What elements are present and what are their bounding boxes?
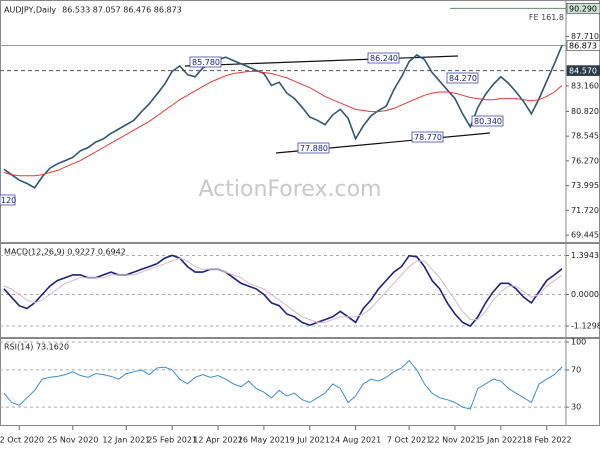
annotation-box [471,115,504,127]
series-line [3,254,563,328]
annotation-box [446,72,479,84]
y-tick-label: 73.995 [571,181,599,190]
annotation-label: 77.880 [300,144,328,153]
y-tick-label: -1.1298 [571,322,600,331]
level-box [566,40,600,51]
y-tick-label: 83.160 [571,81,599,90]
x-tick-label: 5 Jan 2022 [479,436,522,445]
annotation-label: 85.780 [192,58,220,67]
y-tick-label: 76.270 [571,156,599,165]
y-tick-label: 78.545 [571,132,599,141]
y-tick-label: 100 [571,338,586,347]
annotation-box [367,52,400,64]
x-tick-label: 25 Nov 2020 [47,436,98,445]
x-tick-label: 12 Oct 2020 [0,436,44,445]
annotation-label: 120 [1,196,16,205]
y-tick-label: 69.445 [571,231,599,240]
level-box [566,65,600,76]
watermark: ActionForex.com [199,177,382,202]
annotation-label: 80.340 [474,117,502,126]
annotation-label: 84.270 [449,74,477,83]
panel-frame [0,0,600,244]
level-label: 86.873 [569,42,597,51]
annotation-box [411,131,444,143]
y-tick-label: 71.720 [571,206,599,215]
x-tick-label: 24 Aug 2021 [330,436,381,445]
y-tick-label: 0.0000 [571,290,599,299]
panel-subtitle: 86.533 87.057 86.476 86.873 [62,6,182,15]
y-tick-label: 1.3943 [571,251,599,260]
y-tick-label: 70 [571,365,581,374]
level-label: 90.290 [569,4,597,13]
level-label: 84.570 [569,67,597,76]
y-tick-label: 87.710 [571,32,599,41]
y-tick-label: 80.820 [571,107,599,116]
x-tick-label: 12 Apr 2021 [193,436,242,445]
series-line [3,359,563,410]
x-tick-label: 9 Jul 2021 [290,436,330,445]
annotation-box [0,194,16,206]
x-tick-label: 26 May 2021 [238,436,290,445]
panel-title: AUDJPY,Daily [4,6,56,15]
x-tick-label: 22 Nov 2021 [429,436,480,445]
y-tick-label: 30 [571,403,581,412]
panel-title: RSI(14) 73.1620 [4,343,69,352]
x-tick-label: 12 Jan 2021 [102,436,150,445]
panel-frame [0,337,600,426]
level-box [566,3,600,14]
x-tick-label: 7 Oct 2021 [387,436,431,445]
annotation-label: 86.240 [370,54,398,63]
annotation-label: 78.770 [414,133,442,142]
series-line [3,70,563,177]
level-note: FE 161.8 [529,13,564,22]
series-line [3,45,563,189]
panel-frame [0,242,600,339]
x-tick-label: 18 Feb 2022 [522,436,572,445]
x-tick-label: 25 Feb 2021 [147,436,197,445]
series-line [3,257,563,323]
annotation-box [189,56,222,68]
annotation-box [297,142,330,154]
panel-title: MACD(12,26,9) 0.9227 0.6942 [4,248,126,257]
